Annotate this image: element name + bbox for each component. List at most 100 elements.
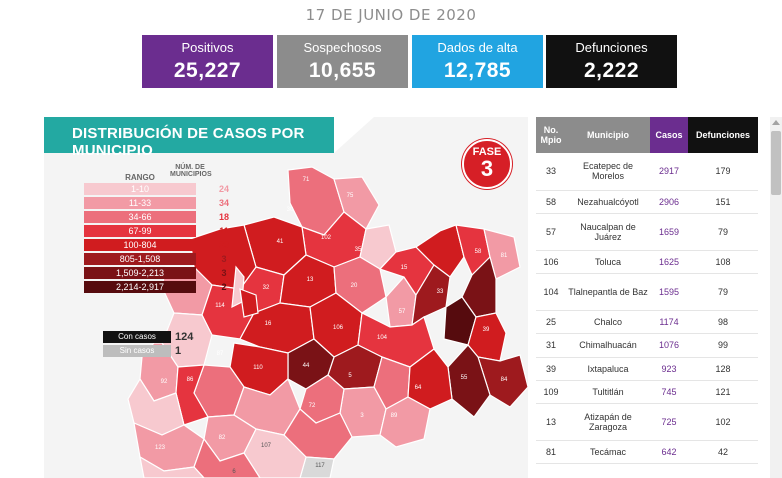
cell-casos: 923: [650, 357, 688, 381]
map-region: [139, 455, 205, 478]
cell-mpio: 57: [536, 213, 566, 251]
cell-mpio: 31: [536, 333, 566, 358]
map-region-label: 92: [161, 379, 168, 385]
table-row: 13 Atizapán de Zaragoza 725 102: [536, 403, 758, 441]
map-region-label: 5: [348, 373, 352, 379]
map-region: [379, 396, 431, 448]
con-casos-label: Con casos: [103, 331, 171, 343]
cell-mpio: 106: [536, 250, 566, 274]
municipality-table: No. Mpio Municipio Casos Defunciones 33 …: [536, 117, 758, 464]
legend-count: 11: [219, 226, 229, 236]
cell-mpio: 81: [536, 440, 566, 464]
legend-header-range: RANGO: [125, 173, 155, 182]
map-region-label: 30: [287, 207, 294, 213]
cell-municipio: Chimalhuacán: [566, 333, 650, 358]
table-row: 57 Naucalpan de Juárez 1659 79: [536, 213, 758, 251]
fase-label: FASE: [472, 146, 502, 158]
cell-casos: 2917: [650, 153, 688, 191]
map-region-label: 104: [377, 335, 388, 341]
map-region-label: 55: [461, 375, 468, 381]
cell-municipio: Tultitlán: [566, 380, 650, 404]
report-date: 17 DE JUNIO DE 2020: [305, 6, 477, 24]
stat-value: 2,222: [583, 59, 640, 82]
table-row: 58 Nezahualcóyotl 2906 151: [536, 190, 758, 214]
stat-label: Defunciones: [575, 40, 648, 55]
scrollbar-thumb[interactable]: [771, 131, 781, 195]
stat-label: Dados de alta: [437, 40, 518, 55]
con-casos-count: 124: [175, 331, 194, 343]
map-region-label: 89: [391, 413, 398, 419]
legend-swatch: [84, 239, 196, 251]
stat-sospechosos: Sospechosos 10,655: [277, 35, 408, 88]
map-region-label: 107: [261, 443, 272, 449]
map-region-label: 106: [333, 325, 344, 331]
map-region-label: 84: [501, 377, 508, 383]
cell-casos: 725: [650, 403, 688, 441]
map-region-label: 13: [307, 277, 314, 283]
cell-casos: 1625: [650, 250, 688, 274]
table-row: 33 Ecatepec de Morelos 2917 179: [536, 153, 758, 191]
map-region-label: 86: [187, 377, 194, 383]
map-region-label: 57: [399, 309, 406, 315]
cell-municipio: Toluca: [566, 250, 650, 274]
legend-count: 2: [221, 282, 227, 292]
legend-swatch: [84, 253, 196, 265]
legend-count: 34: [218, 198, 229, 208]
legend-row: 100-804 29: [84, 239, 229, 251]
stat-label: Positivos: [181, 40, 234, 55]
legend-swatch: [84, 225, 196, 237]
stat-label: Sospechosos: [303, 40, 382, 55]
legend-row: 805-1,508 3: [84, 253, 227, 265]
fase-badge: FASE 3: [462, 139, 512, 189]
table-row: 109 Tultitlán 745 121: [536, 380, 758, 404]
map-region-label: 102: [321, 235, 332, 241]
cell-mpio: 13: [536, 403, 566, 441]
table-row: 31 Chimalhuacán 1076 99: [536, 333, 758, 358]
state-map: 71 75 102 41 35 32 13 124 20 15 57 33 58…: [127, 166, 528, 478]
legend-range: 100-804: [123, 240, 157, 250]
cell-defunciones: 98: [688, 310, 758, 334]
map-region-label: 39: [483, 327, 490, 333]
sin-casos-label: Sin casos: [103, 345, 171, 357]
legend-row: 67-99 11: [84, 225, 229, 237]
stat-defunciones: Defunciones 2,222: [546, 35, 677, 88]
cell-mpio: 104: [536, 273, 566, 311]
cell-casos: 1076: [650, 333, 688, 358]
cell-defunciones: 108: [688, 250, 758, 274]
legend-row: 2,214-2,917 2: [84, 281, 227, 293]
cell-mpio: 109: [536, 380, 566, 404]
table-row: 104 Tlalnepantla de Baz 1595 79: [536, 273, 758, 311]
stat-dados-de-alta: Dados de alta 12,785: [412, 35, 543, 88]
map-region: [333, 176, 380, 230]
vertical-scrollbar[interactable]: [770, 117, 782, 478]
legend-row: 1,509-2,213 3: [84, 267, 227, 279]
legend-count: 29: [218, 240, 229, 250]
scroll-up-arrow-icon[interactable]: [772, 120, 780, 125]
cell-municipio: Ecatepec de Morelos: [566, 153, 650, 191]
cell-casos: 1659: [650, 213, 688, 251]
map-region-label: 16: [265, 321, 272, 327]
map-region-label: 20: [351, 283, 358, 289]
legend-range: 1,509-2,213: [115, 268, 165, 278]
cell-defunciones: 79: [688, 213, 758, 251]
cell-municipio: Nezahualcóyotl: [566, 190, 650, 214]
map-region-label: 64: [415, 385, 422, 391]
cell-defunciones: 121: [688, 380, 758, 404]
map-region-label: 82: [219, 435, 226, 441]
cell-defunciones: 128: [688, 357, 758, 381]
map-region-label: 81: [501, 253, 508, 259]
cell-casos: 2906: [650, 190, 688, 214]
legend-count: 3: [221, 268, 227, 278]
legend-range: 67-99: [128, 226, 152, 236]
cell-defunciones: 179: [688, 153, 758, 191]
legend-range: 34-66: [128, 212, 152, 222]
cell-municipio: Chalco: [566, 310, 650, 334]
map-region-label: 41: [277, 239, 284, 245]
map-title-banner: DISTRIBUCIÓN DE CASOS POR MUNICIPIO: [44, 117, 334, 159]
header-municipio: Municipio: [566, 117, 650, 153]
cell-mpio: 58: [536, 190, 566, 214]
sin-casos-row: Sin casos 1: [103, 345, 181, 357]
legend-range: 2,214-2,917: [115, 282, 165, 292]
legend-count: 24: [218, 184, 229, 194]
cell-defunciones: 99: [688, 333, 758, 358]
